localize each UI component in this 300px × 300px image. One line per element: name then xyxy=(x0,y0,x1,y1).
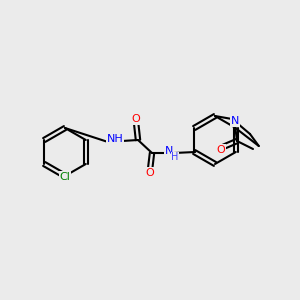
Text: H: H xyxy=(171,152,179,162)
Text: Cl: Cl xyxy=(60,172,70,182)
Text: O: O xyxy=(217,145,225,155)
Text: NH: NH xyxy=(106,134,123,144)
Text: N: N xyxy=(165,146,173,156)
Text: O: O xyxy=(146,168,154,178)
Text: N: N xyxy=(231,116,239,126)
Text: O: O xyxy=(132,114,140,124)
